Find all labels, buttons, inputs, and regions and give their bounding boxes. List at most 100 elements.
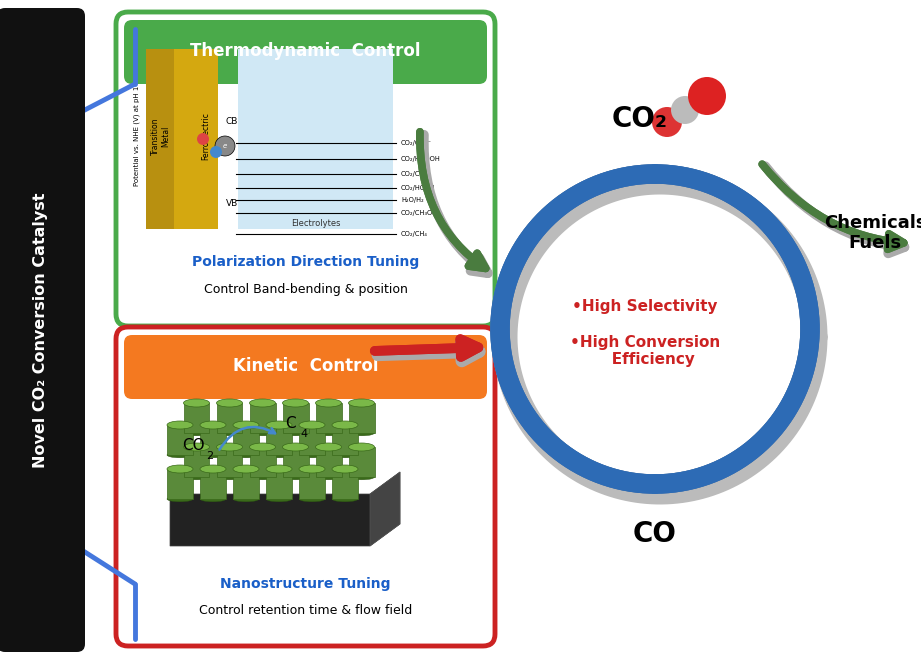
Ellipse shape — [200, 421, 226, 429]
Ellipse shape — [348, 474, 375, 480]
Ellipse shape — [266, 452, 292, 458]
Ellipse shape — [348, 399, 375, 407]
Ellipse shape — [233, 421, 259, 429]
Ellipse shape — [200, 496, 226, 501]
Ellipse shape — [200, 465, 226, 473]
Text: CO₂/CO₂⁻: CO₂/CO₂⁻ — [401, 140, 432, 146]
Bar — [146, 49, 218, 229]
Circle shape — [215, 136, 235, 156]
Ellipse shape — [332, 465, 358, 473]
Ellipse shape — [216, 399, 242, 407]
Bar — [250, 403, 275, 433]
Ellipse shape — [348, 443, 375, 451]
Ellipse shape — [266, 421, 292, 429]
FancyBboxPatch shape — [116, 327, 495, 646]
Polygon shape — [370, 472, 400, 546]
Bar — [299, 425, 325, 455]
Ellipse shape — [233, 496, 259, 501]
Ellipse shape — [250, 430, 275, 436]
Ellipse shape — [200, 452, 226, 458]
Circle shape — [652, 107, 682, 137]
Text: H₂O/H₂: H₂O/H₂ — [401, 197, 424, 203]
Ellipse shape — [283, 443, 309, 451]
Ellipse shape — [332, 496, 358, 501]
Circle shape — [210, 146, 222, 158]
FancyBboxPatch shape — [116, 12, 495, 326]
Bar — [266, 425, 292, 455]
Ellipse shape — [250, 443, 275, 451]
Bar — [348, 403, 375, 433]
Text: Thermodynamic  Control: Thermodynamic Control — [191, 42, 421, 60]
Ellipse shape — [167, 496, 193, 501]
Text: CB: CB — [226, 117, 239, 126]
Ellipse shape — [167, 452, 193, 458]
Ellipse shape — [316, 430, 342, 436]
Bar — [238, 49, 393, 229]
Ellipse shape — [233, 452, 259, 458]
Ellipse shape — [299, 465, 325, 473]
Text: Ferroelectric: Ferroelectric — [202, 112, 211, 160]
Ellipse shape — [283, 430, 309, 436]
Ellipse shape — [216, 443, 242, 451]
Bar — [216, 403, 242, 433]
Text: •High Conversion
   Efficiency: •High Conversion Efficiency — [570, 335, 720, 367]
Ellipse shape — [299, 496, 325, 501]
Text: CO: CO — [181, 438, 204, 453]
Text: •High Selectivity: •High Selectivity — [572, 299, 717, 314]
Bar — [299, 469, 325, 499]
Ellipse shape — [167, 421, 193, 429]
Text: e: e — [223, 143, 227, 149]
Text: 4: 4 — [300, 429, 308, 439]
FancyBboxPatch shape — [0, 8, 85, 652]
Text: Control retention time & flow field: Control retention time & flow field — [199, 604, 412, 617]
Bar — [332, 425, 358, 455]
Bar — [146, 49, 174, 229]
FancyBboxPatch shape — [124, 335, 487, 399]
Text: Chemicals
Fuels: Chemicals Fuels — [823, 214, 921, 252]
Bar — [233, 425, 259, 455]
Text: CO₂/CO: CO₂/CO — [401, 171, 426, 177]
Ellipse shape — [283, 399, 309, 407]
Text: Control Band-bending & position: Control Band-bending & position — [204, 283, 407, 295]
Bar — [200, 425, 226, 455]
Bar — [200, 469, 226, 499]
Ellipse shape — [183, 430, 209, 436]
Ellipse shape — [316, 399, 342, 407]
Ellipse shape — [283, 474, 309, 480]
Text: CO₂/CH₄: CO₂/CH₄ — [401, 231, 428, 237]
Ellipse shape — [316, 443, 342, 451]
Bar — [167, 469, 193, 499]
Ellipse shape — [316, 474, 342, 480]
Ellipse shape — [332, 452, 358, 458]
Bar — [316, 447, 342, 477]
Text: Novel CO₂ Conversion Catalyst: Novel CO₂ Conversion Catalyst — [33, 192, 49, 468]
Ellipse shape — [183, 443, 209, 451]
Ellipse shape — [183, 474, 209, 480]
FancyBboxPatch shape — [124, 20, 487, 84]
Ellipse shape — [348, 430, 375, 436]
Text: CO₂/HCOOH: CO₂/HCOOH — [401, 156, 441, 162]
Ellipse shape — [266, 465, 292, 473]
Text: CO: CO — [633, 520, 677, 548]
Ellipse shape — [167, 465, 193, 473]
Ellipse shape — [299, 452, 325, 458]
Text: 2: 2 — [206, 451, 214, 461]
Text: Kinetic  Control: Kinetic Control — [233, 357, 379, 375]
Text: CO₂: CO₂ — [612, 105, 668, 133]
Bar — [250, 447, 275, 477]
Ellipse shape — [183, 399, 209, 407]
Ellipse shape — [250, 474, 275, 480]
Bar — [283, 403, 309, 433]
Ellipse shape — [299, 421, 325, 429]
Text: Transition
Metal: Transition Metal — [151, 117, 170, 155]
Bar — [316, 403, 342, 433]
Text: Electrolytes: Electrolytes — [291, 219, 341, 228]
Text: CO₂/CH₃OH: CO₂/CH₃OH — [401, 210, 438, 216]
Circle shape — [671, 96, 699, 124]
Ellipse shape — [233, 465, 259, 473]
Bar — [183, 447, 209, 477]
Bar — [332, 469, 358, 499]
Circle shape — [688, 77, 726, 115]
Text: Potential vs. NHE (V) at pH 1: Potential vs. NHE (V) at pH 1 — [134, 86, 140, 186]
Ellipse shape — [216, 474, 242, 480]
